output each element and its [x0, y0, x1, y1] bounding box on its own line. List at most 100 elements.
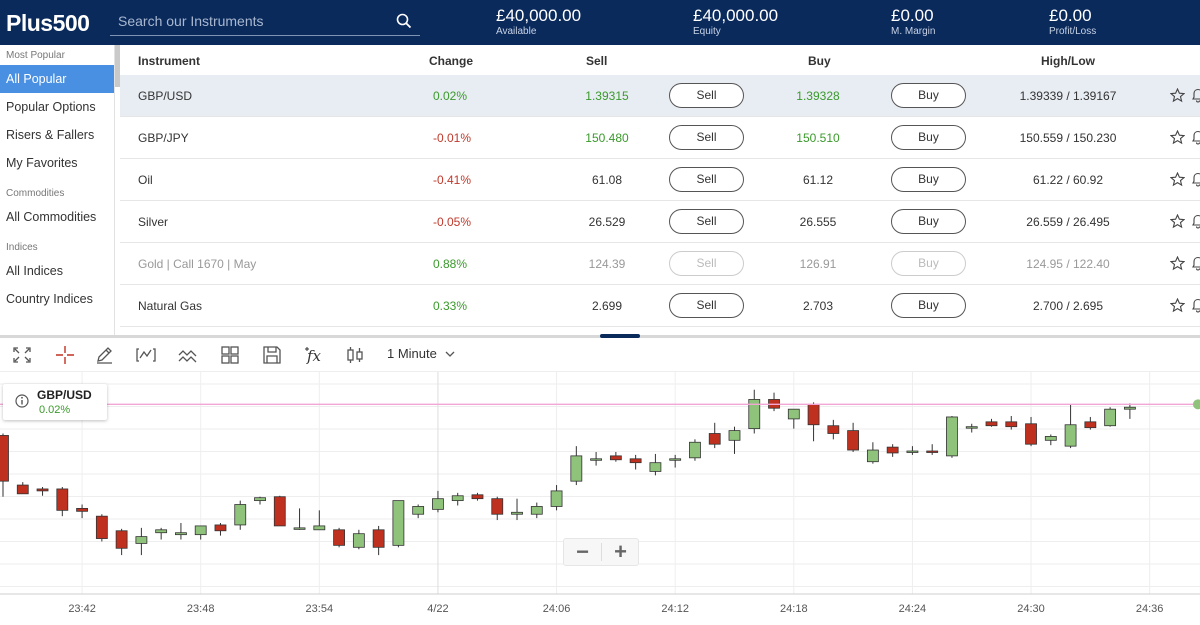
table-row[interactable]: Natural Gas 0.33% 2.699 Sell 2.703 Buy 2.700 /… — [120, 285, 1200, 327]
table-row[interactable]: Gold | Call 1670 | May 0.88% 124.39 Sell 126… — [120, 243, 1200, 285]
favorite-star-icon[interactable] — [1169, 129, 1186, 145]
sidebar-item-popular-options[interactable]: Popular Options — [6, 100, 96, 114]
sell-price: 2.699 — [591, 299, 623, 313]
price-alert-bell-icon[interactable] — [1192, 88, 1200, 103]
buy-button[interactable]: Buy — [891, 209, 966, 234]
candle-up — [175, 532, 187, 536]
sidebar-item-my-favorites[interactable]: My Favorites — [6, 156, 78, 170]
favorite-star-icon[interactable] — [1169, 213, 1186, 229]
stat-label: Profit/Loss — [1049, 26, 1097, 37]
table-row[interactable]: Silver -0.05% 26.529 Sell 26.555 Buy 26.559 / … — [120, 201, 1200, 243]
favorite-star-icon[interactable] — [1169, 87, 1186, 103]
table-row[interactable]: GBP/JPY -0.01% 150.480 Sell 150.510 Buy 150.55… — [120, 117, 1200, 159]
chart-change: 0.02% — [39, 404, 71, 416]
save-icon[interactable] — [262, 346, 282, 364]
sidebar-item-all-popular[interactable]: All Popular — [0, 65, 114, 93]
panel-resize-handle[interactable] — [600, 334, 640, 338]
timeframe-dropdown[interactable]: 1 Minute — [387, 346, 455, 361]
candle-up — [570, 455, 583, 482]
column-header-instrument[interactable]: Instrument — [138, 54, 201, 68]
sidebar-item-country-indices[interactable]: Country Indices — [6, 292, 93, 306]
high-low-value: 26.559 / 26.495 — [1026, 215, 1110, 229]
candle-up — [432, 498, 444, 510]
instruments-table: Instrument Change Sell Buy High/Low GBP/… — [120, 45, 1200, 335]
search-icon[interactable] — [396, 13, 412, 29]
price-alert-bell-icon[interactable] — [1192, 214, 1200, 229]
change-value: -0.05% — [433, 215, 472, 229]
zoom-in-button[interactable]: + — [614, 539, 627, 564]
indicators-icon[interactable] — [178, 346, 198, 364]
stat-label: Available — [496, 26, 537, 37]
candle-up — [194, 525, 207, 536]
sidebar-item-all-commodities[interactable]: All Commodities — [6, 210, 97, 224]
zoom-out-button[interactable]: − — [576, 539, 589, 564]
function-icon[interactable]: fx — [304, 346, 324, 364]
sell-button[interactable]: Sell — [669, 125, 744, 150]
instrument-name[interactable]: GBP/JPY — [138, 131, 189, 145]
candle-up — [649, 462, 662, 472]
instrument-name[interactable]: GBP/USD — [138, 89, 193, 103]
table-row[interactable]: Oil -0.41% 61.08 Sell 61.12 Buy 61.22 / 60.92 — [120, 159, 1200, 201]
column-header-sell[interactable]: Sell — [586, 54, 608, 68]
candle-down — [609, 455, 622, 461]
fullscreen-icon[interactable] — [12, 346, 32, 364]
price-alert-bell-icon[interactable] — [1192, 256, 1200, 271]
favorite-star-icon[interactable] — [1169, 171, 1186, 187]
column-header-high-low[interactable]: High/Low — [1041, 54, 1095, 68]
high-low-value: 150.559 / 150.230 — [1019, 131, 1117, 145]
candle-up — [234, 504, 247, 526]
sidebar-heading: Commodities — [6, 188, 65, 199]
instrument-categories-sidebar: Most Popular All Popular Popular Options… — [0, 45, 115, 335]
chart-type-icon[interactable] — [136, 346, 156, 364]
favorite-star-icon[interactable] — [1169, 297, 1186, 313]
instrument-name[interactable]: Oil — [138, 173, 153, 187]
buy-button[interactable]: Buy — [891, 167, 966, 192]
sidebar-item-risers-fallers[interactable]: Risers & Fallers — [6, 128, 95, 142]
instrument-name[interactable]: Natural Gas — [138, 299, 203, 313]
search-input[interactable] — [110, 8, 390, 34]
candle-down — [629, 458, 642, 464]
candle-down — [807, 403, 820, 426]
sell-button[interactable]: Sell — [669, 83, 744, 108]
favorite-star-icon[interactable] — [1169, 255, 1186, 271]
sell-button[interactable]: Sell — [669, 251, 744, 276]
column-header-buy[interactable]: Buy — [808, 54, 831, 68]
price-alert-bell-icon[interactable] — [1192, 130, 1200, 145]
info-icon[interactable] — [15, 394, 29, 408]
candle-down — [1025, 423, 1037, 445]
price-alert-bell-icon[interactable] — [1192, 172, 1200, 187]
chart-toolbar: fx 1 Minute — [0, 338, 1200, 372]
x-tick-label: 24:24 — [899, 603, 927, 615]
crosshair-icon[interactable] — [55, 346, 75, 364]
candlestick-chart[interactable]: 23:42 23:48 23:54 4/22 24:06 24:12 24:18 24:24 2… — [0, 372, 1200, 625]
candle-down — [708, 433, 721, 445]
column-header-change[interactable]: Change — [429, 54, 474, 68]
candle-style-icon[interactable] — [345, 346, 365, 364]
top-bar: Plus500 £40,000.00 Available £40,000.00 … — [0, 0, 1200, 45]
buy-button[interactable]: Buy — [891, 251, 966, 276]
table-row[interactable]: GBP/USD 0.02% 1.39315 Sell 1.39328 Buy 1.39339… — [120, 75, 1200, 117]
sidebar-item-all-indices[interactable]: All Indices — [6, 264, 63, 278]
sell-button[interactable]: Sell — [669, 167, 744, 192]
instrument-name[interactable]: Gold | Call 1670 | May — [138, 257, 257, 271]
sidebar-scrollbar[interactable] — [115, 45, 120, 87]
buy-button[interactable]: Buy — [891, 293, 966, 318]
sell-button[interactable]: Sell — [669, 209, 744, 234]
buy-button[interactable]: Buy — [891, 125, 966, 150]
buy-button[interactable]: Buy — [891, 83, 966, 108]
logo[interactable]: Plus500 — [6, 10, 90, 36]
price-alert-bell-icon[interactable] — [1192, 298, 1200, 313]
sell-button[interactable]: Sell — [669, 293, 744, 318]
stat-value: £40,000.00 — [496, 6, 582, 25]
candle-down — [214, 524, 227, 532]
candle-up — [1044, 436, 1057, 441]
candle-down — [95, 515, 108, 539]
draw-pencil-icon[interactable] — [95, 346, 115, 364]
sell-price: 124.39 — [588, 257, 626, 271]
candle-up — [392, 500, 405, 546]
candle-up — [866, 449, 879, 463]
candle-down — [847, 430, 860, 451]
change-value: 0.33% — [433, 299, 468, 313]
instrument-name[interactable]: Silver — [138, 215, 169, 229]
layouts-icon[interactable] — [220, 346, 240, 364]
